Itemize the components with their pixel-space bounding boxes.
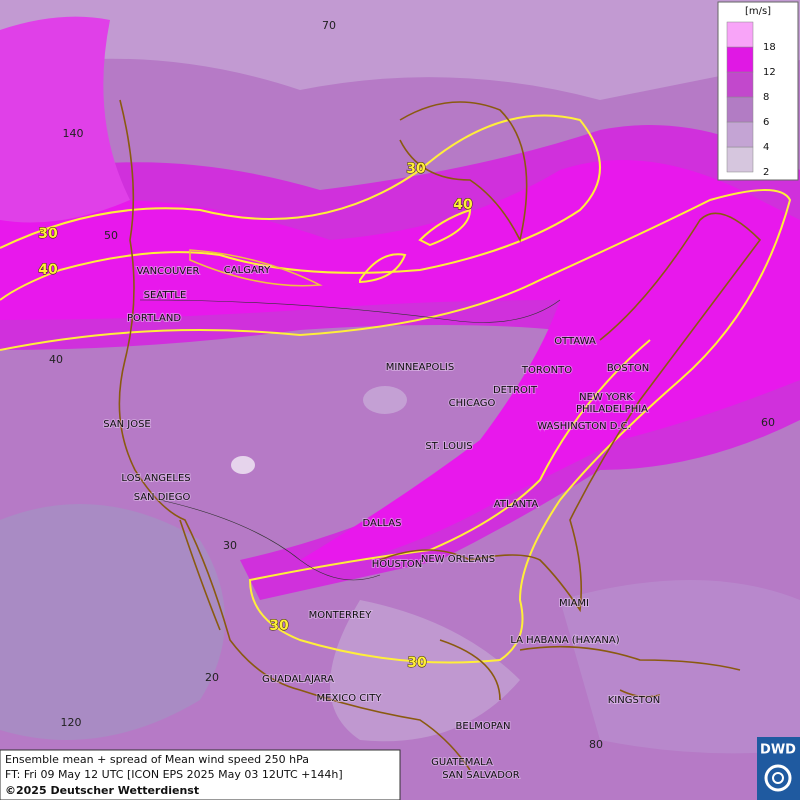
legend-label: 6 xyxy=(763,117,769,128)
city-label: CHICAGO xyxy=(449,398,496,409)
coastlines xyxy=(118,99,762,771)
city-label: BELMOPAN xyxy=(456,721,511,732)
city-label: SEATTLE xyxy=(144,290,187,301)
legend-swatch xyxy=(726,121,754,148)
legend-swatch xyxy=(726,21,754,48)
contour-label: 30 xyxy=(38,226,58,242)
city-label: PORTLAND xyxy=(127,313,181,324)
legend-swatch xyxy=(726,146,754,173)
legend-swatch xyxy=(726,71,754,98)
footer-box xyxy=(0,749,401,800)
logo: DWD xyxy=(760,743,796,758)
legend-swatch xyxy=(726,96,754,123)
city-label: GUADALAJARA xyxy=(262,674,334,685)
graticule-label: 80 xyxy=(589,738,603,751)
labels: VANCOUVER CALGARY SEATTLE PORTLAND MINNEAPOL… xyxy=(38,19,775,782)
graticule-label: 40 xyxy=(49,353,63,366)
city-label: OTTAWA xyxy=(554,336,596,347)
graticule-label: 30 xyxy=(223,539,237,552)
logo-swirl xyxy=(772,772,784,784)
graticule-label: 120 xyxy=(61,716,82,729)
city-label: KINGSTON xyxy=(608,695,661,706)
contour-label: 30 xyxy=(406,161,426,177)
city-label: LOS ANGELES xyxy=(121,473,190,484)
legend-label: 8 xyxy=(763,92,769,103)
borders xyxy=(139,299,561,581)
city-label: NEW YORK xyxy=(579,392,633,403)
city-label: MONTERREY xyxy=(309,610,373,621)
city-label: MIAMI xyxy=(559,598,589,609)
city-label: NEW ORLEANS xyxy=(421,554,495,565)
legend-label: 4 xyxy=(763,142,769,153)
city-label: GUATEMALA xyxy=(431,757,493,768)
city-label: SAN SALVADOR xyxy=(442,770,519,781)
legend-label: 2 xyxy=(763,167,769,178)
contour-label: 40 xyxy=(38,262,58,278)
logo-swirl xyxy=(764,764,792,792)
contour-label: 30 xyxy=(269,618,289,634)
city-label: MEXICO CITY xyxy=(317,693,383,704)
legend-swatch xyxy=(726,46,754,73)
graticule-label: 50 xyxy=(104,229,118,242)
city-label: VANCOUVER xyxy=(137,266,200,277)
city-label: CALGARY xyxy=(224,265,271,276)
city-label: PHILADELPHIA xyxy=(576,404,648,415)
footer-line: FT: Fri 09 May 12 UTC [ICON EPS 2025 May… xyxy=(5,768,343,781)
legend: 2 4 6 8 12 18 xyxy=(726,21,776,178)
footer-line: ©2025 Deutscher Wetterdienst xyxy=(5,784,199,797)
graticule-label: 60 xyxy=(761,416,775,429)
legend-label: 18 xyxy=(763,42,776,53)
city-label: BOSTON xyxy=(607,363,649,374)
legend-unit: [m/s] xyxy=(745,6,771,17)
city-label: DETROIT xyxy=(493,385,538,396)
city-label: WASHINGTON D.C. xyxy=(537,421,631,432)
city-label: SAN DIEGO xyxy=(134,492,191,503)
legend-label: 12 xyxy=(763,67,776,78)
footer-line: Ensemble mean + spread of Mean wind spee… xyxy=(5,753,309,766)
city-label: DALLAS xyxy=(363,518,402,529)
city-label: SAN JOSE xyxy=(103,419,151,430)
contour-label: 30 xyxy=(407,655,427,671)
wind-fields xyxy=(0,0,800,754)
graticule-label: 20 xyxy=(205,671,219,684)
graticule-label: 140 xyxy=(63,127,84,140)
city-label: ST. LOUIS xyxy=(425,441,472,452)
city-label: LA HABANA (HAYANA) xyxy=(510,635,619,646)
city-label: HOUSTON xyxy=(372,559,423,570)
city-label: ATLANTA xyxy=(494,499,539,510)
city-label: MINNEAPOLIS xyxy=(386,362,454,373)
graticule-label: 70 xyxy=(322,19,336,32)
contours xyxy=(0,114,792,664)
contour-label: 40 xyxy=(453,197,473,213)
city-label: TORONTO xyxy=(521,365,572,376)
